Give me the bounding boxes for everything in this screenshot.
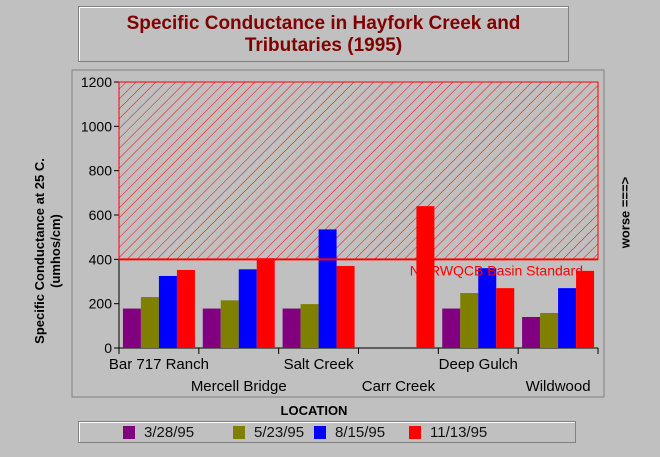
bar xyxy=(416,206,435,348)
category-label: Deep Gulch xyxy=(439,356,518,373)
category-label: Mercell Bridge xyxy=(191,378,287,395)
chart-title-line-1: Specific Conductance in Hayfork Creek an… xyxy=(126,13,521,34)
bar xyxy=(576,270,595,348)
legend-label: 11/13/95 xyxy=(430,424,488,441)
category-label: Wildwood xyxy=(526,378,591,395)
bar xyxy=(238,269,257,348)
bar xyxy=(522,316,541,348)
exceedance-region xyxy=(118,81,599,260)
x-axis-label: LOCATION xyxy=(280,403,348,418)
y-tick-label: 1200 xyxy=(81,74,112,90)
legend-swatch xyxy=(123,426,135,439)
category-label: Bar 717 Ranch xyxy=(109,356,209,373)
y-tick-label: 800 xyxy=(89,163,113,179)
category-label: Carr Creek xyxy=(362,378,436,395)
standard-label: NCRWQCB Basin Standard xyxy=(410,262,583,278)
y-axis-label-line-1: Specific Conductance at 25 C. xyxy=(32,158,47,344)
y-tick-label: 600 xyxy=(89,207,113,223)
legend-swatch xyxy=(314,426,326,439)
bar xyxy=(220,300,239,348)
legend-swatch xyxy=(409,426,421,439)
bar xyxy=(122,308,141,348)
bar xyxy=(282,308,301,348)
y-tick-label: 1000 xyxy=(81,118,112,134)
legend-label: 5/23/95 xyxy=(254,424,305,441)
y-tick-label: 0 xyxy=(104,340,112,356)
legend: 3/28/95 5/23/95 8/15/95 11/13/95 xyxy=(78,421,576,443)
bar xyxy=(442,308,461,348)
bar xyxy=(140,297,159,348)
chart-title-line-2: Tributaries (1995) xyxy=(244,35,403,56)
bar xyxy=(158,275,177,348)
bar xyxy=(300,304,319,348)
y-axis-label-line-2: (umhos/cm) xyxy=(48,214,63,288)
bar xyxy=(318,229,337,348)
y-tick-label: 400 xyxy=(89,251,113,267)
chart-title: Specific Conductance in Hayfork Creek an… xyxy=(78,6,569,62)
bar xyxy=(256,258,275,348)
category-label: Salt Creek xyxy=(284,356,355,373)
y-tick-label: 200 xyxy=(89,296,113,312)
bar xyxy=(202,308,221,348)
worse-direction-label: worse ===> xyxy=(617,176,633,249)
bar xyxy=(558,288,577,348)
bar xyxy=(478,268,497,348)
bar xyxy=(336,265,355,348)
bar xyxy=(176,269,195,348)
bar xyxy=(460,293,479,348)
bar xyxy=(496,288,515,348)
bar xyxy=(540,312,559,348)
legend-label: 3/28/95 xyxy=(144,424,195,441)
y-axis-label: Specific Conductance at 25 C. (umhos/cm) xyxy=(32,151,64,351)
legend-label: 8/15/95 xyxy=(335,424,386,441)
legend-swatch xyxy=(233,426,245,439)
